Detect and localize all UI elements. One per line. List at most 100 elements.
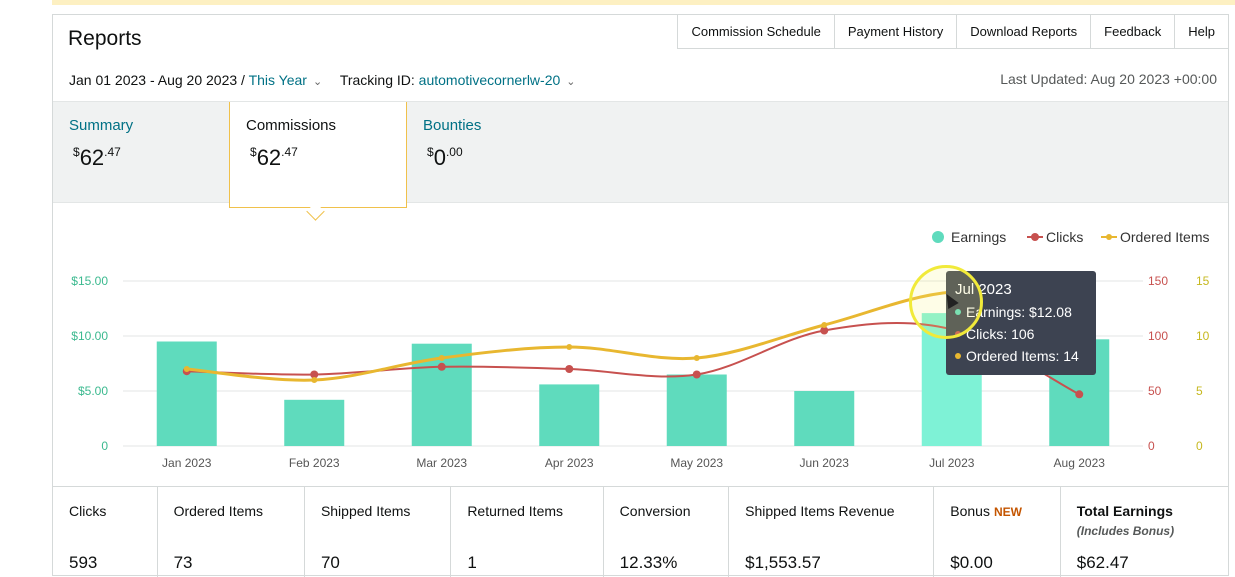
last-updated: Last Updated: Aug 20 2023 +00:00 — [1000, 71, 1217, 87]
point-clicks — [1075, 390, 1084, 399]
new-badge: NEW — [993, 505, 1022, 519]
legend-marker-ordered-items — [1106, 234, 1112, 240]
stat-label: Bonus NEW — [950, 503, 1022, 519]
tab-value: $62.47 — [250, 145, 298, 170]
tracking-label: Tracking ID: — [339, 72, 415, 88]
stat-value: 73 — [173, 553, 193, 572]
y-left-tick-label: $5.00 — [78, 384, 108, 398]
chevron-down-icon[interactable]: ⌄ — [312, 76, 323, 88]
legend-marker-clicks — [1031, 233, 1039, 241]
x-tick-label: Mar 2023 — [416, 456, 467, 470]
stat-value: 1 — [467, 553, 477, 572]
bar-earnings — [539, 384, 600, 446]
point-ordered-items — [693, 355, 700, 361]
y-right2-tick-label: 10 — [1196, 329, 1210, 343]
summary-tabs: Summary $62.47 Commissions $62.47 Bounti… — [53, 101, 1228, 208]
filter-row: Jan 01 2023 - Aug 20 2023 / This Year ⌄ T… — [69, 72, 590, 88]
tab-label: Summary — [69, 117, 134, 134]
x-tick-label: Aug 2023 — [1054, 456, 1106, 470]
nav-download-reports[interactable]: Download Reports — [956, 15, 1091, 49]
page-title: Reports — [68, 27, 142, 50]
point-ordered-items — [566, 344, 573, 350]
tab-summary[interactable]: Summary $62.47 — [53, 102, 229, 202]
y-right2-tick-label: 0 — [1196, 439, 1203, 453]
legend-label-earnings: Earnings — [951, 229, 1006, 245]
y-right-tick-label: 150 — [1148, 274, 1168, 288]
stat-value: $62.47 — [1076, 553, 1129, 572]
y-left-tick-label: $10.00 — [71, 329, 108, 343]
tab-label: Bounties — [423, 117, 482, 134]
point-ordered-items — [183, 366, 190, 372]
stat-value: 70 — [320, 553, 340, 572]
bar-earnings — [794, 391, 855, 446]
y-right2-tick-label: 5 — [1196, 384, 1203, 398]
stat-label: Ordered Items — [173, 503, 264, 519]
cursor-highlight — [909, 265, 983, 339]
stat-returned-items: Returned Items 1 — [451, 487, 604, 577]
stat-total-earnings: Total Earnings (Includes Bonus) $62.47 — [1061, 487, 1228, 577]
x-tick-label: Apr 2023 — [545, 456, 594, 470]
stat-conversion: Conversion 12.33% — [604, 487, 730, 577]
top-nav: Commission Schedule Payment History Down… — [677, 15, 1228, 49]
nav-payment-history[interactable]: Payment History — [833, 15, 957, 49]
y-left-tick-label: 0 — [101, 439, 108, 453]
period-dropdown[interactable]: This Year — [248, 72, 307, 88]
y-left-tick-label: $15.00 — [71, 274, 108, 288]
stat-value: 12.33% — [619, 553, 678, 572]
tooltip-ordered-items: Ordered Items: 14 — [955, 348, 1079, 364]
stat-shipped-items: Shipped Items 70 — [305, 487, 452, 577]
point-ordered-items — [438, 355, 445, 361]
bar-earnings — [284, 399, 345, 446]
stat-clicks: Clicks 593 — [53, 487, 158, 577]
stat-label: Total Earnings — [1076, 503, 1173, 519]
stat-shipped-items-revenue: Shipped Items Revenue $1,553.57 — [729, 487, 935, 577]
stat-ordered-items: Ordered Items 73 — [158, 487, 305, 577]
stats-row: Clicks 593 Ordered Items 73 Shipped Item… — [53, 486, 1228, 577]
point-clicks — [820, 326, 829, 335]
date-range: Jan 01 2023 - Aug 20 2023 — [69, 72, 238, 88]
x-tick-label: Jun 2023 — [800, 456, 850, 470]
point-clicks — [310, 370, 319, 379]
stat-label: Shipped Items — [320, 503, 411, 519]
x-tick-label: Jul 2023 — [929, 456, 975, 470]
stat-value: $1,553.57 — [745, 553, 821, 572]
chevron-down-icon[interactable]: ⌄ — [566, 76, 576, 88]
point-clicks — [692, 370, 701, 379]
y-right-tick-label: 100 — [1148, 329, 1168, 343]
bar-earnings — [156, 341, 217, 446]
tab-commissions[interactable]: Commissions $62.47 — [229, 102, 407, 208]
point-ordered-items — [311, 377, 318, 383]
x-tick-label: Feb 2023 — [289, 456, 340, 470]
notice-banner — [52, 0, 1235, 5]
tab-label: Commissions — [246, 117, 337, 134]
y-right2-tick-label: 15 — [1196, 274, 1210, 288]
legend-label-clicks: Clicks — [1046, 229, 1083, 245]
stat-label: Conversion — [619, 503, 691, 519]
x-tick-label: May 2023 — [670, 456, 723, 470]
stat-label: Returned Items — [467, 503, 564, 519]
tab-bounties[interactable]: Bounties $0.00 — [407, 102, 583, 202]
reports-panel: Reports Commission Schedule Payment Hist… — [52, 14, 1229, 577]
point-clicks — [565, 365, 574, 373]
stat-sublabel: (Includes Bonus) — [1076, 524, 1175, 538]
stat-bonus: Bonus NEW $0.00 — [934, 487, 1061, 577]
tab-value: $62.47 — [73, 145, 121, 170]
bar-earnings — [666, 374, 727, 446]
x-tick-label: Jan 2023 — [162, 456, 212, 470]
date-separator: / — [241, 72, 245, 88]
point-ordered-items — [821, 322, 828, 328]
stat-label: Shipped Items Revenue — [745, 503, 895, 519]
stat-value: 593 — [69, 553, 98, 572]
legend-marker-earnings — [932, 231, 944, 243]
point-clicks — [437, 362, 446, 371]
stat-label: Clicks — [69, 503, 107, 519]
nav-commission-schedule[interactable]: Commission Schedule — [677, 15, 834, 49]
tab-value: $0.00 — [427, 145, 463, 170]
y-right-tick-label: 0 — [1148, 439, 1155, 453]
nav-feedback[interactable]: Feedback — [1090, 15, 1175, 49]
stat-value: $0.00 — [950, 553, 993, 572]
nav-help[interactable]: Help — [1174, 15, 1228, 49]
y-right-tick-label: 50 — [1148, 384, 1162, 398]
legend-label-ordered-items: Ordered Items — [1120, 229, 1209, 245]
tracking-id-dropdown[interactable]: automotivecornerlw-20 — [418, 72, 561, 88]
